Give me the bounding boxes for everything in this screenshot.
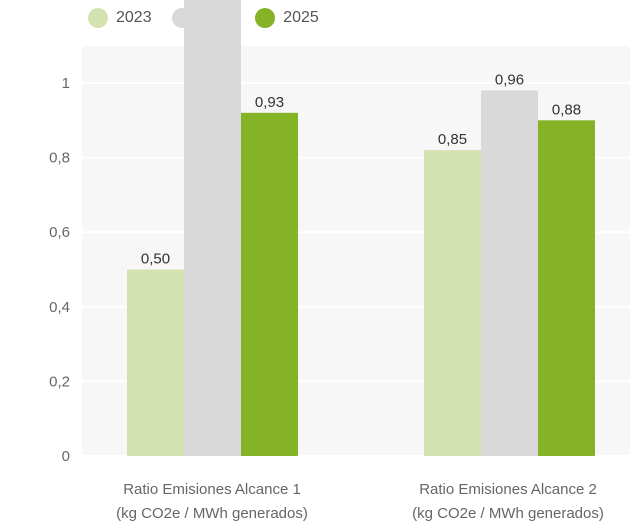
data-label: 0,50 — [141, 251, 170, 268]
legend-swatch — [255, 8, 276, 28]
y-tick-label: 0,6 — [49, 224, 70, 241]
data-label: 0,96 — [495, 71, 524, 88]
category-label-alcance-2: Ratio Emisiones Alcance 2 (kg CO2e / MWh… — [378, 478, 630, 526]
y-tick-label: 0,2 — [49, 373, 70, 390]
legend-label: 2023 — [116, 9, 152, 26]
bar-2025-cat1 — [241, 112, 298, 456]
y-tick-label: 0,4 — [49, 299, 70, 316]
bar-2023-cat2 — [424, 150, 481, 456]
data-label: 0,88 — [552, 101, 581, 118]
bar-2024-cat1 — [184, 0, 241, 457]
y-tick-label: 1 — [62, 75, 70, 92]
category-label-line: Ratio Emisiones Alcance 1 — [123, 481, 301, 498]
legend-item-2025: 2025 — [255, 8, 319, 28]
data-label: 0,85 — [438, 131, 467, 148]
data-label: 0,93 — [255, 94, 284, 111]
y-tick-label: 0 — [62, 448, 70, 465]
category-label-line: Ratio Emisiones Alcance 2 — [419, 481, 597, 498]
category-label-line: (kg CO2e / MWh generados) — [116, 505, 308, 522]
category-label-alcance-1: Ratio Emisiones Alcance 1 (kg CO2e / MWh… — [82, 478, 342, 526]
bar-2024-cat2 — [481, 90, 538, 457]
y-tick-label: 0,8 — [49, 150, 70, 167]
legend-swatch — [88, 8, 108, 28]
bar-2023-cat1 — [127, 269, 184, 456]
category-label-line: (kg CO2e / MWh generados) — [412, 505, 604, 522]
bar-2025-cat2 — [538, 120, 595, 457]
legend-label: 2025 — [283, 9, 319, 26]
legend-item-2023: 2023 — [88, 8, 152, 28]
